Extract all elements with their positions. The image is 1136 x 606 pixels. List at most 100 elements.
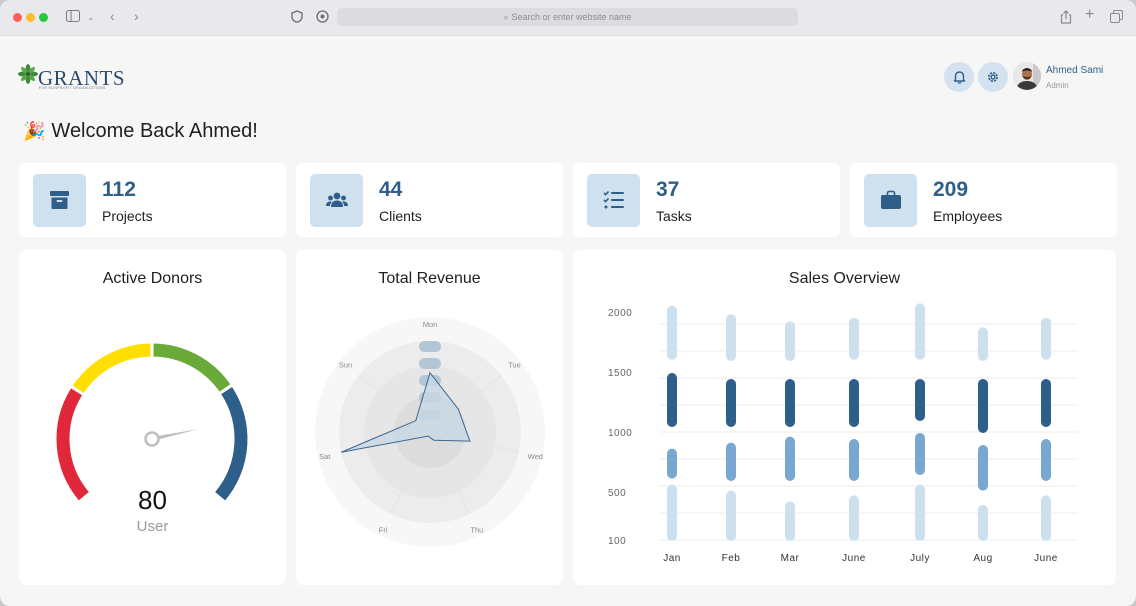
bar-segment [785,436,795,481]
leaf-logo-icon [18,64,38,84]
party-popper-icon: 🎉 [23,121,46,141]
bar-segment [1041,495,1051,541]
stat-label: Projects [102,208,153,224]
avatar[interactable] [1013,62,1041,90]
radar-marker [419,358,441,369]
bell-icon [953,71,965,84]
bar-segment [1041,439,1051,481]
donors-gauge [56,343,248,501]
bar-segment [978,445,988,491]
radar-spoke [429,431,470,515]
x-tick-label: Aug [973,553,992,564]
brand-logo[interactable]: GRANTS FOR NONPROFIT ORGANIZATIONS [18,64,125,90]
gauge-blue-segment [215,386,248,501]
bar-segment [849,317,859,360]
x-tick-label: Feb [722,553,741,564]
forward-arrow-icon[interactable]: › [134,8,139,24]
bar-segment [785,321,795,361]
bar-segment [785,379,795,427]
y-tick-label: 2000 [608,308,632,319]
revenue-radar-chart: Mon Tue Wed Thu Fri Sat Sun [315,317,545,547]
address-bar[interactable]: ⌕ Search or enter website name [337,8,798,26]
stat-card-clients[interactable]: 44 Clients [296,163,563,237]
radar-axis-label: Mon [423,320,438,329]
radar-axis-label: Tue [508,361,521,370]
radar-marker [419,341,441,352]
maximize-window-button[interactable] [39,13,48,22]
bar-segment [849,439,859,481]
stat-card-projects[interactable]: 112 Projects [19,163,286,237]
share-icon[interactable] [1060,10,1072,27]
archive-icon [33,174,86,227]
radar-axis-label: Wed [528,452,543,461]
stat-card-employees[interactable]: 209 Employees [850,163,1117,237]
close-window-button[interactable] [13,13,22,22]
radar-axis-label: Fri [379,525,388,534]
brand-tagline: FOR NONPROFIT ORGANIZATIONS [39,86,106,90]
chevron-down-icon[interactable]: ⌄ [87,12,95,22]
radar-axis-label: Sat [319,452,331,461]
checklist-icon [587,174,640,227]
bar-segment [667,484,677,541]
radar-axis-label: Thu [470,525,483,534]
settings-button[interactable] [978,62,1008,92]
search-icon: ⌕ [503,12,509,22]
bar-segment [915,379,925,421]
bar-segment [667,448,677,479]
bar-segment [785,501,795,541]
sales-overview-card: Sales Overview [573,250,1116,585]
bar-segment [726,490,736,541]
card-title: Total Revenue [378,270,481,287]
stat-card-tasks[interactable]: 37 Tasks [573,163,840,237]
bar-segment [978,327,988,361]
browser-toolbar: ⌄ ‹ › ⌕ Search or enter website name + [0,0,1136,36]
stat-label: Employees [933,208,1003,224]
bar-segment [849,495,859,541]
user-role: Admin [1046,81,1069,90]
gauge-red-segment [56,388,89,501]
tab-overview-icon[interactable] [1110,10,1123,26]
user-name[interactable]: Ahmed Sami [1046,65,1104,76]
gauge-value: 80 [138,485,167,515]
radar-spoke [390,431,431,515]
stat-value: 37 [656,178,680,201]
radar-axis-label: Sun [339,361,352,370]
gauge-green-segment [153,343,231,392]
gauge-needle [151,429,199,441]
x-tick-label: Mar [781,553,800,564]
gauge-needle-hub [144,431,160,447]
x-tick-label: Jan [663,553,681,564]
users-icon [310,174,363,227]
privacy-icon[interactable] [316,10,329,26]
back-arrow-icon[interactable]: ‹ [110,8,115,24]
bar-segment [978,379,988,433]
shield-icon[interactable] [291,10,303,26]
y-tick-label: 1000 [608,428,632,439]
minimize-window-button[interactable] [26,13,35,22]
bar-segment [667,373,677,427]
y-tick-label: 100 [608,536,626,547]
bar-segment [726,442,736,481]
new-tab-icon[interactable]: + [1085,6,1095,23]
bar-segment [915,433,925,475]
card-title: Active Donors [102,270,203,287]
notifications-button[interactable] [944,62,974,92]
welcome-text: Welcome Back Ahmed! [51,120,258,142]
bar-segment [667,305,677,360]
brand-name: GRANTS [38,66,126,90]
card-title: Sales Overview [788,270,901,287]
stat-value: 44 [379,178,403,201]
bar-segment [726,314,736,361]
stat-label: Tasks [656,208,692,224]
gauge-unit: User [136,518,169,535]
y-tick-label: 1500 [608,368,632,379]
sidebar-toggle-icon[interactable] [66,10,80,25]
bar-segment [915,303,925,360]
briefcase-icon [864,174,917,227]
page-title: 🎉 Welcome Back Ahmed! [23,120,258,143]
revenue-polygon [341,371,471,453]
gear-icon [988,72,998,82]
y-tick-label: 500 [608,488,626,499]
bar-segment [1041,379,1051,427]
